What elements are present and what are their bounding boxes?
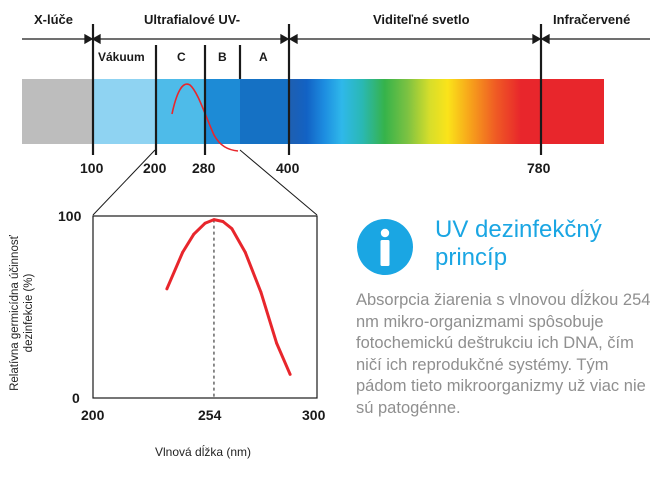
x-tick-200: 200 <box>81 407 105 423</box>
uv-b-segment <box>205 79 240 144</box>
region-label-infrared: Infračervené <box>553 12 631 27</box>
curve-point <box>230 227 234 231</box>
band-label-c: C <box>177 50 186 64</box>
info-title: UV dezinfekčný princíp <box>435 216 602 271</box>
band-label-vacuum: Vákuum <box>98 50 145 64</box>
tick-100: 100 <box>80 160 104 176</box>
visible-segment <box>289 79 541 144</box>
curve-point <box>212 218 216 222</box>
curve-point <box>203 221 207 225</box>
zoom-connectors <box>92 149 318 216</box>
info-icon <box>357 219 413 275</box>
curve-point <box>259 291 263 294</box>
region-label-visible: Viditeľné svetlo <box>373 12 470 27</box>
curve-point <box>275 342 279 345</box>
y-tick-0: 0 <box>72 390 80 406</box>
range-arrows <box>22 33 650 45</box>
y-axis-label: Relatívna germicídna účinnosť dezinfekci… <box>9 235 35 391</box>
x-axis-label: Vlnová dĺžka (nm) <box>155 445 252 459</box>
boundary-ticks <box>91 24 543 155</box>
uv-vacuum-segment <box>93 79 156 144</box>
uv-a-segment <box>240 79 289 144</box>
tick-280: 280 <box>192 160 216 176</box>
infrared-segment <box>541 79 604 144</box>
x-tick-254: 254 <box>198 407 222 423</box>
curve-point <box>165 287 169 291</box>
band-label-b: B <box>218 50 227 64</box>
curve-point <box>221 220 225 223</box>
curve-point <box>192 232 196 236</box>
region-label-xray: X-lúče <box>34 12 74 27</box>
curve-point <box>243 251 247 254</box>
absorption-curve <box>171 83 239 152</box>
info-body: Absorpcia žiarenia s vlnovou dĺžkou 254 … <box>356 291 651 417</box>
y-tick-100: 100 <box>58 208 82 224</box>
region-label-uv: Ultrafialové UV- <box>144 12 241 27</box>
chart-frame <box>92 215 318 399</box>
tick-400: 400 <box>276 160 300 176</box>
tick-200: 200 <box>143 160 167 176</box>
curve-point <box>181 251 185 254</box>
curve-point <box>288 372 292 376</box>
x-tick-300: 300 <box>302 407 326 423</box>
xray-segment <box>22 79 93 144</box>
efficiency-curve <box>165 218 292 376</box>
band-label-a: A <box>259 50 268 64</box>
tick-780: 780 <box>527 160 551 176</box>
